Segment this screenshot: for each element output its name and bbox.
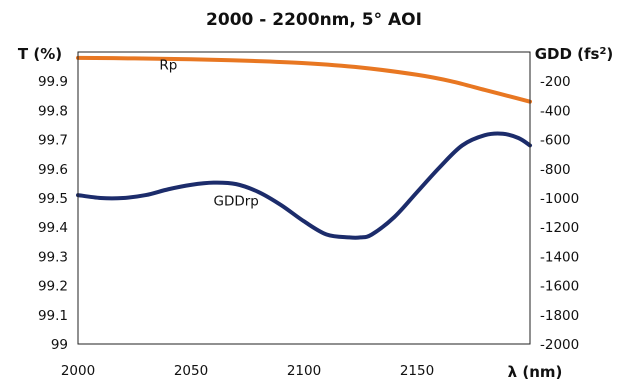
y-axis-right-title-base: GDD (fs: [535, 45, 600, 63]
y-left-tick-label: 99.4: [38, 220, 68, 236]
series-line-gddrp: [76, 131, 532, 240]
y-left-tick-label: 99.5: [38, 191, 68, 207]
y-left-tick-label: 99: [51, 337, 68, 353]
y-right-tick-label: -1000: [540, 191, 579, 207]
y-right-tick-label: -400: [540, 103, 571, 119]
x-tick-label: 2000: [61, 363, 95, 379]
y-left-tick-label: 99.1: [38, 308, 68, 324]
y-right-tick-label: -600: [540, 133, 571, 149]
y-right-tick-label: -1600: [540, 279, 579, 295]
x-tick-label: 2050: [174, 363, 208, 379]
y-right-tick-label: -800: [540, 162, 571, 178]
y-left-tick-label: 99.3: [38, 249, 68, 265]
y-axis-left-ticks: 99 99.1 99.2 99.3 99.4 99.5 99.6 99.7 99.8 99.9: [38, 74, 68, 353]
y-axis-left-title: T (%): [18, 45, 62, 63]
series-line-rp: [76, 55, 532, 104]
x-tick-label: 2100: [287, 363, 321, 379]
y-axis-right-title-end: ): [606, 45, 613, 63]
x-axis-ticks: 2000 2050 2100 2150: [61, 363, 434, 379]
series-label-gddrp: GDDrp: [214, 193, 259, 209]
x-axis-title: λ (nm): [508, 363, 563, 381]
y-left-tick-label: 99.2: [38, 279, 68, 295]
plot-frame: [77, 51, 531, 345]
y-right-tick-label: -200: [540, 74, 571, 90]
series-layer: Rp GDDrp: [76, 55, 532, 240]
y-left-tick-label: 99.8: [38, 103, 68, 119]
x-tick-label: 2150: [400, 363, 434, 379]
y-left-tick-label: 99.6: [38, 162, 68, 178]
y-right-tick-label: -2000: [540, 337, 579, 353]
y-left-tick-label: 99.9: [38, 74, 68, 90]
y-right-tick-label: -1400: [540, 249, 579, 265]
y-left-tick-label: 99.7: [38, 133, 68, 149]
y-axis-right-title: GDD (fs2): [535, 45, 614, 63]
y-right-tick-label: -1200: [540, 220, 579, 236]
series-label-rp: Rp: [159, 58, 177, 74]
chart-title: 2000 - 2200nm, 5° AOI: [206, 10, 422, 30]
y-axis-right-ticks: -200 -400 -600 -800 -1000 -1200 -1400 -1600 -180…: [540, 74, 579, 353]
y-axis-right-title-sup: 2: [599, 46, 606, 57]
y-right-tick-label: -1800: [540, 308, 579, 324]
